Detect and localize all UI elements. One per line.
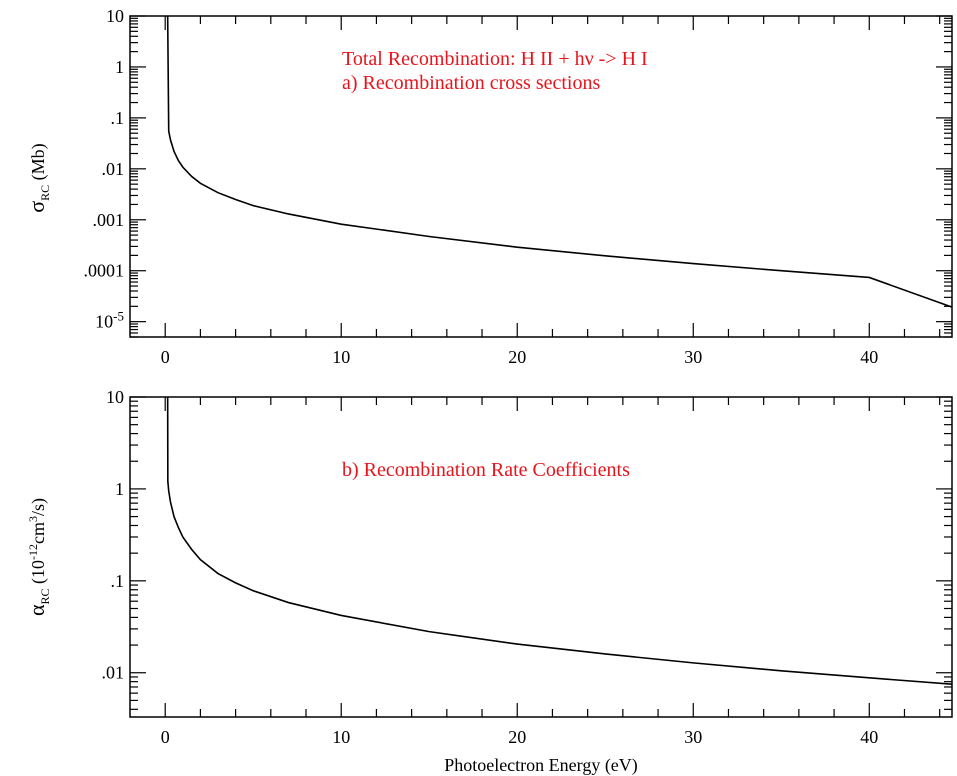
alpha-subscript: RC bbox=[38, 588, 52, 604]
sigma-subscript: RC bbox=[38, 185, 52, 201]
panel-b-series-line bbox=[166, 396, 953, 686]
exponent-base: 10 bbox=[95, 312, 113, 332]
panel-a-x-tick-label: 10 bbox=[332, 347, 350, 367]
panel-a-annotation-line-2: a) Recombination cross sections bbox=[342, 72, 600, 94]
panel-a-y-axis-title: σRC (Mb) bbox=[24, 143, 52, 212]
unit-exp-2: 3 bbox=[26, 516, 40, 522]
panel-a-series-line bbox=[166, 15, 953, 308]
panel-b-annotation: b) Recombination Rate Coefficients bbox=[342, 459, 630, 481]
unit-part-1: (10 bbox=[28, 560, 49, 589]
panel-a-x-tick-label: 40 bbox=[860, 347, 878, 367]
panel-b-y-tick-label: 1 bbox=[115, 479, 124, 499]
panel-a-x-tick-label: 20 bbox=[508, 347, 526, 367]
panel-a-x-tick-label: 0 bbox=[161, 347, 170, 367]
panel-a-x-tick-label: 30 bbox=[684, 347, 702, 367]
panel-a-y-tick-label: 10 bbox=[106, 6, 124, 26]
panel-a-annotation-line-1: Total Recombination: H II + hν -> H I bbox=[342, 48, 648, 70]
panel-b-y-tick-label: 10 bbox=[106, 387, 124, 407]
panel-b-x-tick-label: 30 bbox=[684, 727, 702, 747]
panel-a-y-tick-label: .0001 bbox=[84, 261, 125, 281]
panel-b-y-axis-title: αRC (10-12cm3/s) bbox=[24, 498, 52, 616]
panel-b-x-tick-label: 20 bbox=[508, 727, 526, 747]
panel-b-x-tick-label: 0 bbox=[161, 727, 170, 747]
panel-b-x-tick-label: 10 bbox=[332, 727, 350, 747]
unit-part-3: /s) bbox=[28, 498, 49, 516]
panel-a: 0 10 20 30 40 10 1 .1 .01 .001 .0001 10-… bbox=[24, 6, 953, 367]
panel-a-y-tick-label-exponent: 10-5 bbox=[95, 309, 124, 332]
panel-a-x-tick-labels: 0 10 20 30 40 bbox=[161, 347, 879, 367]
panel-a-y-tick-label: .001 bbox=[93, 210, 125, 230]
y-axis-unit: (Mb) bbox=[28, 143, 49, 185]
sigma-symbol: σ bbox=[24, 201, 49, 213]
panel-b-y-tick-label: .1 bbox=[111, 571, 125, 591]
panel-a-y-tick-labels: 10 1 .1 .01 .001 .0001 10-5 bbox=[84, 6, 125, 332]
panel-a-y-tick-label: .01 bbox=[102, 159, 125, 179]
unit-exp-1: -12 bbox=[26, 544, 40, 560]
panel-a-y-tick-label: .1 bbox=[111, 108, 125, 128]
panel-b-ticks bbox=[130, 396, 952, 717]
alpha-symbol: α bbox=[24, 604, 49, 616]
unit-part-2: cm bbox=[28, 522, 48, 544]
x-axis-title: Photoelectron Energy (eV) bbox=[444, 755, 638, 776]
panel-a-y-tick-label: 1 bbox=[115, 57, 124, 77]
panel-b-y-tick-labels: 10 1 .1 .01 bbox=[102, 387, 125, 683]
panel-b: 0 10 20 30 40 10 1 .1 .01 αRC (10-12cm3/… bbox=[24, 387, 953, 747]
panel-b-x-tick-label: 40 bbox=[860, 727, 878, 747]
panel-a-ticks bbox=[130, 15, 952, 338]
panel-b-y-tick-label: .01 bbox=[102, 663, 125, 683]
panel-b-frame bbox=[129, 396, 953, 718]
exponent-power: -5 bbox=[113, 309, 124, 324]
panel-b-x-tick-labels: 0 10 20 30 40 bbox=[161, 727, 879, 747]
